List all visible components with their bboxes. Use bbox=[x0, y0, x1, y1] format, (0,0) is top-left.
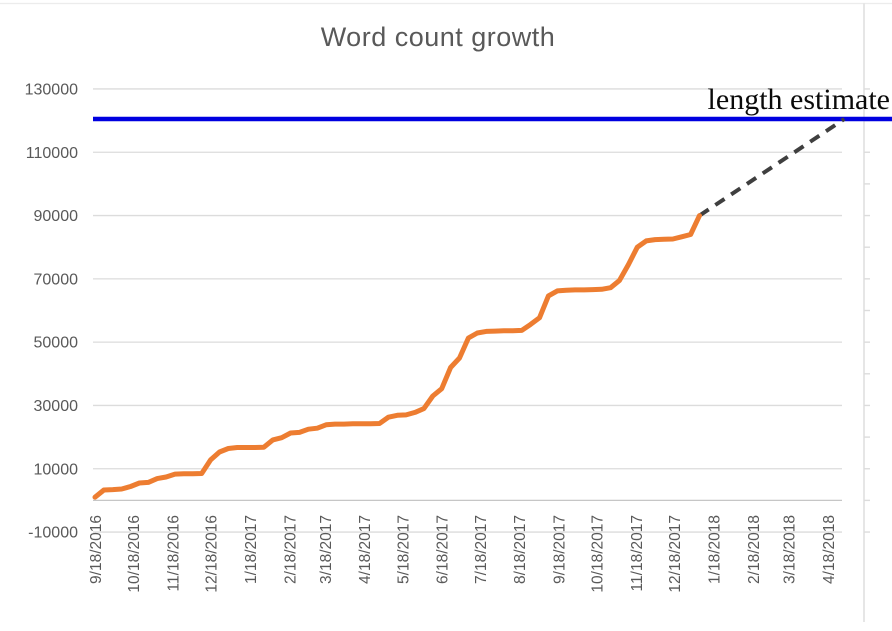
y-tick-label: 10000 bbox=[34, 461, 79, 478]
x-tick-label: 2/18/2018 bbox=[746, 515, 763, 584]
y-tick-label: 30000 bbox=[34, 398, 79, 415]
x-tick-label: 11/18/2016 bbox=[165, 515, 182, 591]
x-tick-label: 2/18/2017 bbox=[282, 515, 299, 584]
x-tick-label: 4/18/2018 bbox=[821, 515, 838, 584]
length-estimate-label: length estimate bbox=[707, 83, 890, 116]
x-tick-label: 9/18/2016 bbox=[88, 515, 105, 584]
x-tick-label: 4/18/2017 bbox=[357, 515, 374, 584]
x-tick-label: 7/18/2017 bbox=[473, 515, 490, 584]
y-tick-label: 110000 bbox=[26, 145, 78, 162]
x-tick-label: 10/18/2017 bbox=[590, 515, 607, 593]
x-tick-label: 12/18/2017 bbox=[667, 515, 684, 593]
x-tick-label: 3/18/2018 bbox=[781, 515, 798, 584]
y-tick-label: 130000 bbox=[25, 81, 78, 98]
y-tick-label: -10000 bbox=[28, 525, 78, 542]
y-tick-label: 50000 bbox=[34, 335, 79, 352]
x-tick-label: 1/18/2018 bbox=[706, 515, 723, 584]
chart-title: Word count growth bbox=[320, 22, 556, 52]
x-tick-label: 10/18/2016 bbox=[126, 515, 143, 593]
word-count-series-line bbox=[92, 213, 702, 500]
x-tick-label: 9/18/2017 bbox=[552, 515, 569, 584]
y-tick-label: 70000 bbox=[34, 271, 79, 288]
x-tick-label: 8/18/2017 bbox=[512, 515, 529, 584]
x-tick-label: 5/18/2017 bbox=[395, 515, 412, 584]
y-tick-label: 90000 bbox=[34, 208, 79, 225]
x-tick-label: 12/18/2016 bbox=[204, 515, 221, 593]
x-tick-label: 6/18/2017 bbox=[435, 515, 452, 584]
x-tick-label: 3/18/2017 bbox=[318, 515, 335, 584]
x-tick-label: 11/18/2017 bbox=[629, 515, 646, 591]
x-tick-label: 1/18/2017 bbox=[243, 515, 260, 584]
projection-line bbox=[698, 117, 846, 218]
